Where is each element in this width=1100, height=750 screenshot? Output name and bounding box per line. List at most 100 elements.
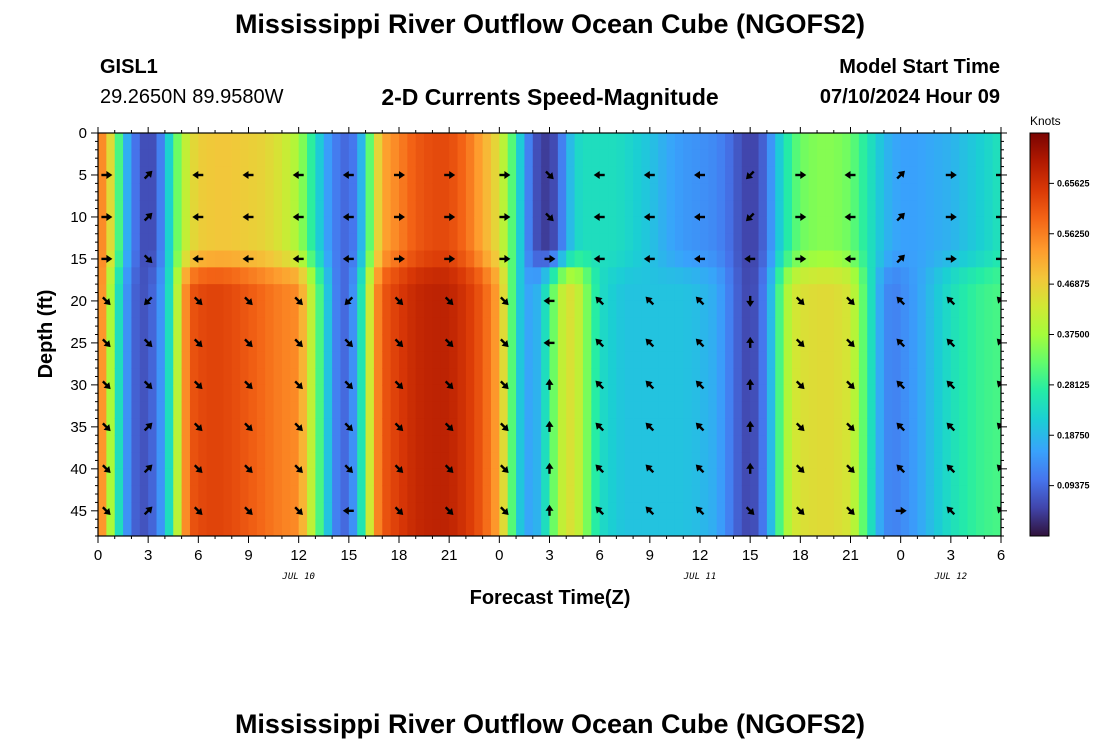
heatmap-cell <box>240 233 250 252</box>
heatmap-cell <box>348 200 358 218</box>
heatmap-cell <box>215 519 225 536</box>
heatmap-cell <box>925 485 935 504</box>
heatmap-cell <box>683 183 693 201</box>
heatmap-cell <box>323 351 333 369</box>
heatmap-cell <box>582 317 592 336</box>
heatmap-cell <box>148 418 158 436</box>
heatmap-cell <box>833 401 843 420</box>
heatmap-cell <box>348 452 358 470</box>
heatmap-cell <box>691 149 701 168</box>
heatmap-cell <box>273 368 283 386</box>
heatmap-cell <box>465 485 475 504</box>
heatmap-cell <box>766 502 776 520</box>
heatmap-cell <box>273 216 283 235</box>
heatmap-cell <box>783 418 793 436</box>
heatmap-cell <box>566 502 576 520</box>
heatmap-cell <box>215 166 225 184</box>
heatmap-cell <box>474 485 484 504</box>
heatmap-cell <box>909 351 918 369</box>
heatmap-cell <box>800 435 810 453</box>
heatmap-cell <box>917 485 927 504</box>
heatmap-cell <box>173 149 183 168</box>
heatmap-cell <box>833 166 843 184</box>
heatmap-cell <box>524 519 534 536</box>
heatmap-cell <box>674 435 684 453</box>
heatmap-cell <box>750 300 760 319</box>
heatmap-cell <box>825 519 835 536</box>
heatmap-cell <box>457 216 467 235</box>
heatmap-cell <box>139 452 149 470</box>
current-vectors <box>101 170 1001 516</box>
heatmap-cell <box>332 519 342 536</box>
current-arrow <box>744 254 756 263</box>
heatmap-cell <box>231 418 241 436</box>
heatmap-cell <box>432 384 442 403</box>
heatmap-cell <box>156 267 166 285</box>
heatmap-cell <box>850 519 860 536</box>
heatmap-cell <box>658 519 668 536</box>
heatmap-cell <box>574 317 584 336</box>
heatmap-cell <box>181 200 191 218</box>
heatmap-cell <box>189 485 199 504</box>
heatmap-cell <box>817 468 827 487</box>
heatmap-cell <box>666 401 676 420</box>
heatmap-cell <box>674 133 684 151</box>
heatmap-cell <box>315 351 325 369</box>
heatmap-cell <box>708 351 718 369</box>
heatmap-cell <box>98 351 107 369</box>
heatmap-cell <box>131 149 141 168</box>
heatmap-cell <box>198 435 208 453</box>
heatmap-cell <box>240 149 250 168</box>
heatmap-cell <box>608 166 617 184</box>
heatmap-cell <box>399 368 408 386</box>
heatmap-cell <box>808 200 818 218</box>
heatmap-cell <box>290 519 300 536</box>
heatmap-cell <box>415 149 425 168</box>
heatmap-cell <box>123 133 133 151</box>
heatmap-cell <box>139 468 149 487</box>
current-arrow <box>844 213 856 221</box>
heatmap-cell <box>482 317 492 336</box>
heatmap-cell <box>424 149 434 168</box>
heatmap-cell <box>457 233 467 252</box>
heatmap-cell <box>867 300 877 319</box>
heatmap-cell <box>415 502 425 520</box>
heatmap-cell <box>725 233 735 252</box>
heatmap-cell <box>582 300 592 319</box>
heatmap-cell <box>725 317 735 336</box>
heatmap-cell <box>440 183 450 201</box>
heatmap-cell <box>348 216 358 235</box>
heatmap-cell <box>265 418 275 436</box>
heatmap-cell <box>499 216 509 235</box>
heatmap-cell <box>842 384 852 403</box>
heatmap-cell <box>148 284 158 302</box>
heatmap-cell <box>524 351 534 369</box>
heatmap-cell <box>616 468 626 487</box>
heatmap-cell <box>566 200 576 218</box>
heatmap-cell <box>750 351 760 369</box>
heatmap-cell <box>123 502 133 520</box>
heatmap-cell <box>950 418 960 436</box>
heatmap-cell <box>281 233 291 252</box>
heatmap-cell <box>307 216 316 235</box>
heatmap-cell <box>357 250 367 268</box>
current-arrow <box>694 213 705 221</box>
heatmap-cell <box>616 250 626 268</box>
heatmap-cell <box>549 317 559 336</box>
current-arrow <box>294 296 303 306</box>
heatmap-cell <box>490 519 500 536</box>
heatmap-cell <box>666 485 676 504</box>
heatmap-cell <box>557 468 567 487</box>
heatmap-cell <box>357 418 367 436</box>
heatmap-cell <box>909 519 918 536</box>
heatmap-cell <box>390 233 400 252</box>
heatmap-cell <box>173 317 183 336</box>
heatmap-cell <box>98 519 107 536</box>
heatmap-cell <box>357 133 367 151</box>
heatmap-cell <box>800 384 810 403</box>
heatmap-cell <box>975 468 985 487</box>
heatmap-cell <box>373 250 383 268</box>
heatmap-cell <box>524 334 534 352</box>
heatmap-cell <box>198 468 208 487</box>
heatmap-cell <box>858 368 868 386</box>
